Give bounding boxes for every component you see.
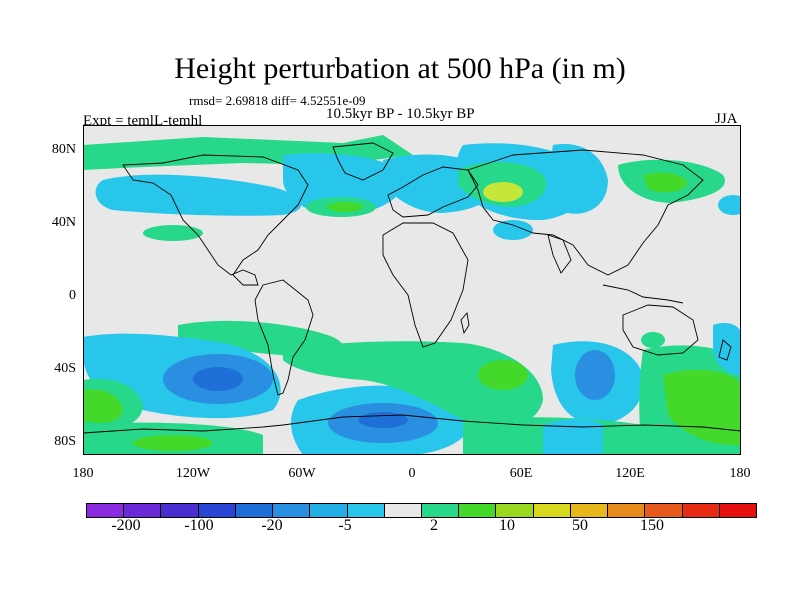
- contour-pacific-south-darkgreen-left: [83, 389, 123, 423]
- colorbar: [86, 503, 757, 518]
- coast-asia: [467, 149, 704, 276]
- map-panel: [83, 125, 741, 455]
- contour-antarctic-darkgreen-left: [133, 435, 213, 451]
- coast-nz: [718, 339, 732, 361]
- colorbar-swatch: [383, 504, 421, 517]
- colorbar-label-1: -200: [111, 517, 141, 534]
- contour-pacific-east-blue: [718, 195, 741, 215]
- coast-madagascar: [460, 311, 470, 335]
- lat-tick-80n: 80N: [51, 142, 76, 157]
- season-label: JJA: [715, 111, 738, 127]
- colorbar-swatch: [160, 504, 198, 517]
- contour-north-blue-center: [283, 153, 404, 215]
- colorbar-label-3: -20: [261, 517, 283, 534]
- colorbar-swatch: [644, 504, 682, 517]
- lon-tick-0: 0: [408, 466, 416, 481]
- colorbar-swatch: [346, 504, 384, 517]
- lon-tick-60e: 60E: [509, 466, 533, 481]
- contour-north-blue-west: [95, 174, 302, 216]
- colorbar-swatch: [607, 504, 645, 517]
- contour-south-blue-dark-west: [193, 367, 243, 391]
- contour-east-blue: [713, 323, 741, 375]
- contour-nz-green: [641, 332, 665, 348]
- coast-greenland: [332, 142, 394, 181]
- colorbar-label-6: 10: [499, 517, 515, 534]
- coast-antarctica-west: [83, 424, 284, 434]
- coastlines: [83, 142, 741, 434]
- lat-tick-80s: 80S: [54, 434, 76, 449]
- colorbar-swatch: [569, 504, 608, 517]
- contour-south-darkgreen-east: [478, 360, 528, 390]
- lat-tick-40n: 40N: [51, 215, 76, 230]
- lon-tick-120e: 120E: [615, 466, 645, 481]
- contour-eurasia-yellow: [483, 182, 523, 202]
- colorbar-swatch: [458, 504, 496, 517]
- colorbar-swatch: [420, 504, 459, 517]
- colorbar-swatch: [495, 504, 533, 517]
- map-svg: [83, 125, 741, 455]
- contour-antarctic-blue-east: [543, 419, 603, 455]
- contour-atlantic-darkgreen: [327, 202, 363, 212]
- coast-south-america: [254, 279, 314, 396]
- lat-tick-40s: 40S: [54, 361, 76, 376]
- colorbar-swatch: [309, 504, 347, 517]
- contour-asia-blue: [493, 220, 533, 240]
- lat-tick-0: 0: [69, 288, 76, 303]
- colorbar-label-7: 50: [572, 517, 588, 534]
- lon-tick-180e: 180: [729, 466, 751, 481]
- colorbar-swatch: [681, 504, 719, 517]
- contour-pacific-west-green: [143, 225, 203, 241]
- contour-indian-mid: [575, 350, 615, 400]
- plot-title: Height perturbation at 500 hPa (in m): [174, 52, 626, 85]
- coast-north-america: [122, 154, 309, 286]
- contour-npacific-darkgreen: [643, 172, 688, 193]
- colorbar-swatch: [272, 504, 310, 517]
- colorbar-swatch: [197, 504, 235, 517]
- coast-antarctica: [282, 414, 741, 432]
- lon-tick-60w: 60W: [288, 466, 316, 481]
- coast-europe: [387, 166, 479, 218]
- colorbar-swatch: [532, 504, 570, 517]
- colorbar-swatch: [87, 504, 124, 517]
- coast-australia: [622, 304, 699, 356]
- period-label: 10.5kyr BP - 10.5kyr BP: [326, 106, 475, 122]
- colorbar-label-5: 2: [430, 517, 438, 534]
- coast-africa: [382, 222, 469, 348]
- contour-southern-ocean-dark: [358, 412, 408, 428]
- colorbar-label-4: -5: [338, 517, 352, 534]
- stats-line: rmsd= 2.69818 diff= 4.52551e-09: [189, 93, 366, 108]
- contour-south-green-east: [283, 341, 543, 429]
- colorbar-label-2: -100: [184, 517, 214, 534]
- coast-indonesia: [602, 284, 684, 304]
- colorbar-label-8: 150: [640, 517, 664, 534]
- lon-tick-180w: 180: [72, 466, 94, 481]
- colorbar-swatch: [123, 504, 161, 517]
- colorbar-swatch: [718, 504, 756, 517]
- coast-india: [547, 234, 572, 274]
- lon-tick-120w: 120W: [175, 466, 211, 481]
- colorbar-swatch: [234, 504, 273, 517]
- contour-pacific-blue: [551, 144, 608, 214]
